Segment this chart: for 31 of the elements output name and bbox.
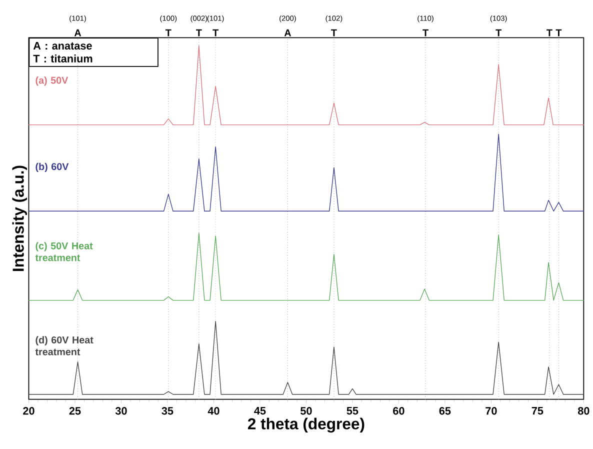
annotation: A : anatase xyxy=(33,42,92,50)
ref-line-label: T xyxy=(556,29,562,36)
annotation: T : titanium xyxy=(33,54,92,62)
x-tick-label: 70 xyxy=(486,407,497,415)
text: (b) 60V xyxy=(36,162,69,172)
ref-line-label: T xyxy=(196,29,202,36)
ref-line-label: T xyxy=(422,29,428,36)
x-tick-label: 30 xyxy=(115,407,127,415)
x-tick-label: 20 xyxy=(23,407,34,415)
x-tick-label: 75 xyxy=(532,407,544,415)
x-tick-label: 55 xyxy=(346,407,358,415)
x-tick-label: 40 xyxy=(208,407,220,415)
x-tick-label: 65 xyxy=(439,407,451,415)
x-tick-label: 35 xyxy=(162,407,174,415)
ref-line-label: A xyxy=(74,29,82,36)
ref-line-label: T xyxy=(546,29,552,36)
text: (c) 50V Heat treatment xyxy=(35,242,93,262)
y-axis-title: Intensity (a.u.) xyxy=(12,166,27,272)
ref-line-label: T xyxy=(165,29,172,36)
x-tick-label: 25 xyxy=(69,407,81,415)
text: (a) 50V xyxy=(36,76,68,86)
x-axis-title: 2 theta (degree) xyxy=(248,418,364,433)
series-label: (d) 60V Heat treatment xyxy=(35,336,94,356)
x-tick-label: 45 xyxy=(254,407,266,415)
x-tick-label: 80 xyxy=(578,407,590,415)
x-tick-label: 50 xyxy=(300,407,312,415)
ref-line-label: T xyxy=(331,29,337,36)
ref-line-label: A xyxy=(284,29,292,36)
x-tick-label: 60 xyxy=(393,407,404,415)
ref-line-label: T xyxy=(496,29,502,36)
ref-line-label: T xyxy=(212,29,218,36)
